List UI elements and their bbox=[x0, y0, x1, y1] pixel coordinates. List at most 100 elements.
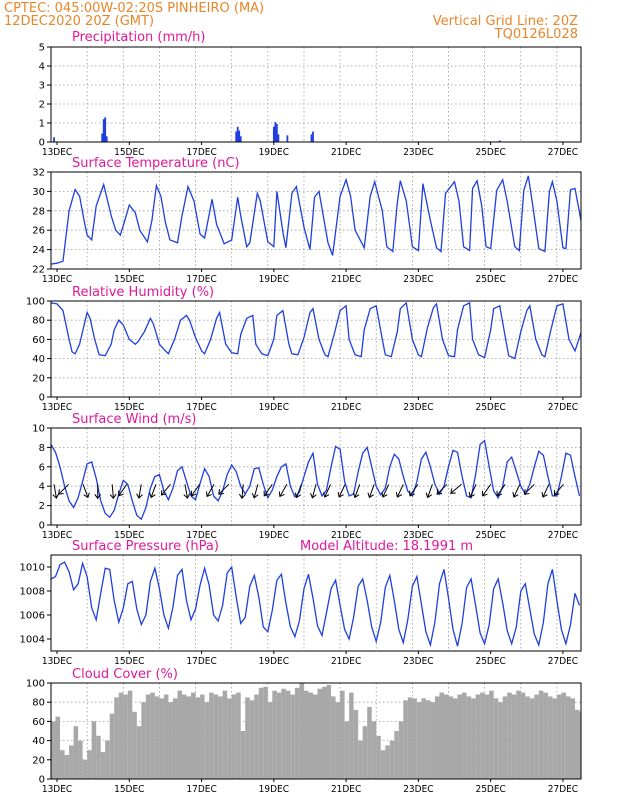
wind-arrow bbox=[553, 483, 564, 496]
wind-arrow-head bbox=[323, 491, 330, 498]
cloud-cover-bar bbox=[511, 694, 517, 779]
precip-bar bbox=[239, 136, 242, 142]
cloud-cover-bar bbox=[249, 700, 255, 779]
cloud-x-tick-label: 13DEC bbox=[42, 784, 72, 795]
cloud-x-tick-label: 23DEC bbox=[403, 784, 433, 795]
precip-x-tick-label: 27DEC bbox=[548, 147, 578, 158]
wind-arrow bbox=[263, 484, 273, 497]
cloud-cover-bar bbox=[109, 713, 115, 779]
cloud-panel-title: Cloud Cover (%) bbox=[72, 667, 178, 682]
cloud-cover-bar bbox=[222, 690, 228, 779]
temp-series-line bbox=[50, 175, 582, 265]
precip-x-tick-label: 19DEC bbox=[259, 147, 289, 158]
wind-arrow-shaft bbox=[150, 484, 157, 498]
wind-arrow-shaft bbox=[409, 484, 419, 497]
rh-panel-title: Relative Humidity (%) bbox=[72, 285, 214, 300]
cloud-y-tick-label: 40 bbox=[32, 736, 45, 747]
cloud-cover-bar bbox=[574, 709, 580, 779]
cloud-cover-bar bbox=[177, 690, 182, 779]
temp-panel-frame bbox=[50, 171, 582, 270]
rh-x-tick-label: 13DEC bbox=[42, 402, 72, 413]
wind-y-tick-label: 10 bbox=[32, 424, 45, 435]
cloud-cover-bar bbox=[236, 692, 241, 779]
wind-x-tick-label: 27DEC bbox=[548, 530, 578, 541]
temp-y-tick-label: 30 bbox=[32, 187, 45, 198]
cloud-cover-bar bbox=[105, 740, 110, 779]
wind-x-tick-label: 23DEC bbox=[403, 530, 433, 541]
wind-arrow-shaft bbox=[382, 484, 390, 498]
cloud-x-tick-label: 21DEC bbox=[331, 784, 361, 795]
rh-y-tick-label: 0 bbox=[39, 393, 45, 404]
precip-bar bbox=[272, 126, 275, 142]
temp-x-tick-label: 25DEC bbox=[475, 274, 505, 285]
temp-x-tick-label: 15DEC bbox=[114, 274, 144, 285]
wind-arrow-shaft bbox=[513, 484, 521, 498]
pressure-x-tick-label: 27DEC bbox=[548, 656, 578, 667]
precip-x-tick-label: 23DEC bbox=[403, 147, 433, 158]
cloud-cover-bar bbox=[358, 740, 363, 779]
wind-arrow-head bbox=[450, 488, 456, 494]
cloud-cover-bar bbox=[145, 694, 151, 779]
wind-arrow-head bbox=[218, 489, 224, 495]
cloud-cover-bar bbox=[322, 686, 327, 779]
cloud-cover-bar bbox=[87, 750, 92, 779]
cloud-x-tick-label: 27DEC bbox=[548, 784, 578, 795]
wind-arrow-head bbox=[395, 491, 403, 498]
wind-arrow-head bbox=[310, 492, 317, 499]
cloud-cover-bar bbox=[159, 698, 164, 779]
cloud-cover-bar bbox=[471, 698, 476, 779]
cloud-cover-bar bbox=[312, 694, 318, 779]
temp-x-tick-label: 27DEC bbox=[548, 274, 578, 285]
cloud-cover-bar bbox=[344, 721, 350, 779]
rh-y-tick-label: 40 bbox=[32, 354, 45, 365]
wind-arrow bbox=[381, 484, 390, 498]
wind-arrow-shaft bbox=[184, 484, 188, 499]
wind-series-line bbox=[50, 439, 581, 521]
temp-x-tick-label: 21DEC bbox=[331, 274, 361, 285]
wind-arrow-head bbox=[58, 489, 64, 495]
cloud-cover-bar bbox=[150, 692, 155, 779]
pressure-panel-title: Surface Pressure (hPa) bbox=[72, 539, 219, 554]
wind-arrow bbox=[482, 484, 492, 497]
wind-arrow-head bbox=[206, 491, 212, 498]
wind-arrow bbox=[218, 483, 230, 495]
wind-arrow-shaft bbox=[241, 484, 244, 499]
cloud-cover-bar bbox=[245, 697, 250, 779]
wind-arrow-head bbox=[136, 493, 143, 499]
cloud-cover-bar bbox=[82, 759, 88, 779]
cloud-cover-bar bbox=[484, 694, 490, 779]
wind-arrow-shaft bbox=[296, 484, 302, 498]
precip-y-tick-label: 0 bbox=[39, 138, 45, 149]
cloud-cover-bar bbox=[154, 696, 160, 779]
wind-arrow bbox=[367, 484, 375, 499]
wind-arrow-head bbox=[352, 492, 360, 499]
cloud-cover-bar bbox=[326, 684, 332, 779]
cloud-cover-bar bbox=[462, 692, 467, 779]
wind-arrow-shaft bbox=[206, 484, 215, 497]
cloud-cover-bar bbox=[475, 694, 481, 779]
wind-y-tick-label: 8 bbox=[39, 443, 45, 454]
wind-arrow-shaft bbox=[118, 484, 128, 497]
wind-arrow-head bbox=[278, 491, 285, 498]
wind-arrow-head bbox=[482, 490, 488, 497]
cloud-cover-bar bbox=[349, 692, 354, 779]
wind-x-tick-label: 17DEC bbox=[186, 530, 216, 541]
cloud-cover-bar bbox=[136, 726, 142, 779]
temp-y-tick-label: 32 bbox=[32, 168, 45, 179]
wind-arrow bbox=[409, 484, 419, 497]
pressure-x-tick-label: 15DEC bbox=[114, 656, 144, 667]
cloud-cover-bar bbox=[416, 702, 422, 779]
pressure-x-tick-label: 23DEC bbox=[403, 656, 433, 667]
cloud-cover-bar bbox=[186, 696, 192, 779]
precip-bar bbox=[238, 130, 241, 142]
wind-arrow-head bbox=[541, 491, 548, 498]
wind-arrow-head bbox=[190, 490, 197, 497]
cloud-cover-bar bbox=[547, 696, 553, 779]
precip-bar bbox=[102, 119, 105, 142]
wind-arrow-shaft bbox=[524, 483, 535, 495]
cloud-cover-bar bbox=[191, 692, 196, 779]
wind-arrow-head bbox=[149, 492, 156, 499]
rh-x-tick-label: 17DEC bbox=[186, 402, 216, 413]
wind-arrow-head bbox=[94, 493, 102, 500]
precip-y-tick-label: 3 bbox=[39, 81, 45, 92]
